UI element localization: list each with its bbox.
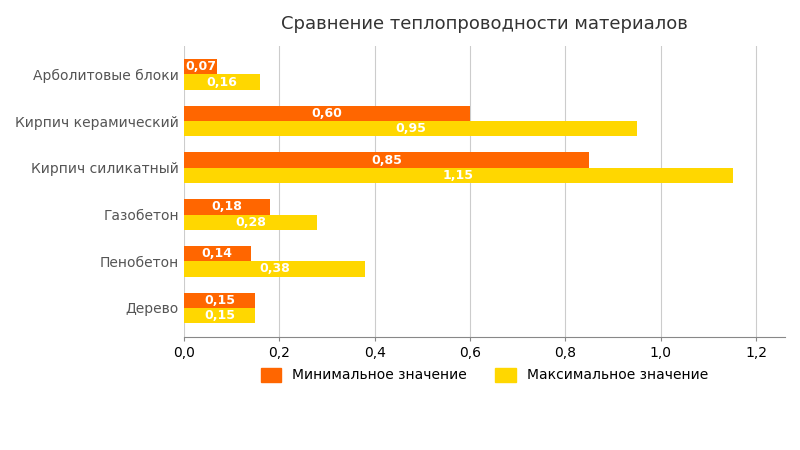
Text: 0,38: 0,38 <box>259 262 290 275</box>
Text: 0,16: 0,16 <box>206 76 238 89</box>
Text: 0,28: 0,28 <box>235 216 266 229</box>
Bar <box>184 153 590 168</box>
Bar <box>184 246 250 261</box>
Bar <box>184 74 260 90</box>
Text: 0,15: 0,15 <box>204 294 235 307</box>
Bar <box>184 106 470 121</box>
Bar <box>184 308 255 324</box>
Legend: Минимальное значение, Максимальное значение: Минимальное значение, Максимальное значе… <box>255 362 714 388</box>
Text: 0,18: 0,18 <box>211 200 242 213</box>
Text: 0,85: 0,85 <box>371 153 402 166</box>
Text: 0,95: 0,95 <box>395 122 426 135</box>
Bar <box>184 292 255 308</box>
Text: 0,15: 0,15 <box>204 309 235 322</box>
Bar <box>184 215 318 230</box>
Bar <box>184 121 637 136</box>
Text: 0,07: 0,07 <box>185 60 216 73</box>
Text: 0,60: 0,60 <box>311 107 342 120</box>
Title: Сравнение теплопроводности материалов: Сравнение теплопроводности материалов <box>281 15 688 33</box>
Bar <box>184 59 217 74</box>
Bar <box>184 199 270 215</box>
Bar <box>184 168 733 183</box>
Text: 1,15: 1,15 <box>442 169 474 182</box>
Text: 0,14: 0,14 <box>202 247 233 260</box>
Bar <box>184 261 365 277</box>
